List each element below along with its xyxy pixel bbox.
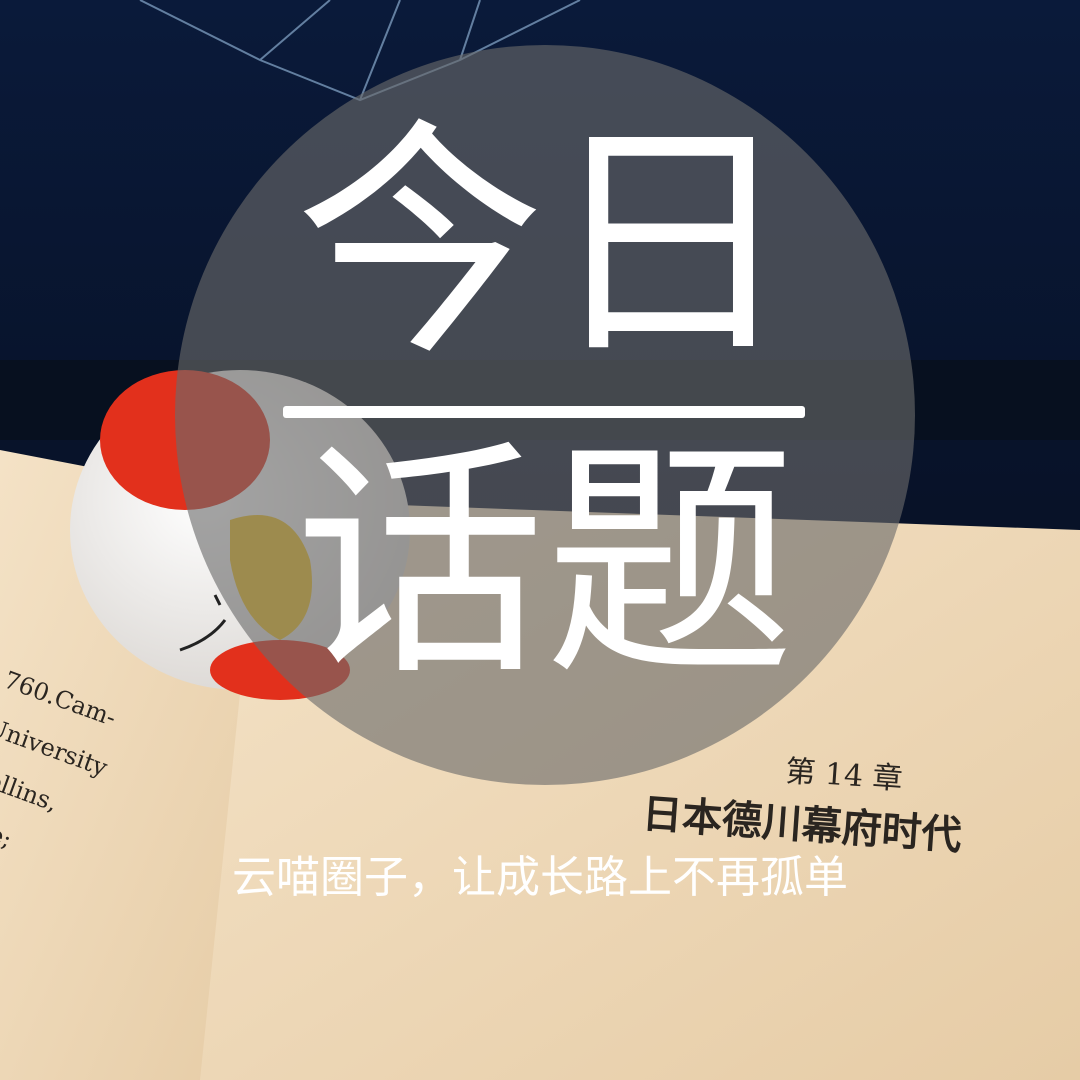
subtitle: 云喵圈子，让成长路上不再孤单 <box>232 852 848 903</box>
chapter-number: 第 14 章 <box>784 754 903 797</box>
title-line-1: 今日 <box>295 98 795 389</box>
title-line-2: 话题 <box>295 418 795 709</box>
title-divider <box>283 406 805 418</box>
